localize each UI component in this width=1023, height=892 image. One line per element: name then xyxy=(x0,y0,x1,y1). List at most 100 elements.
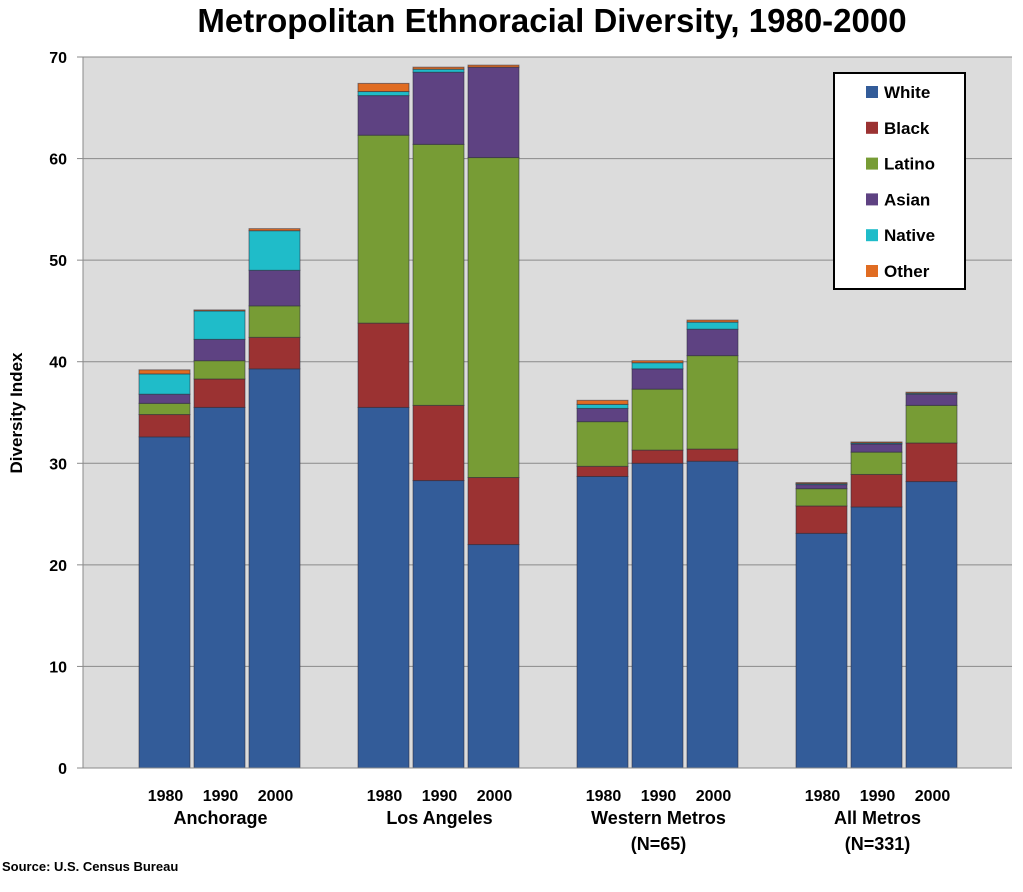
bar-segment-asian xyxy=(576,407,629,423)
bar-segment-other xyxy=(248,228,301,232)
bar-segment-white xyxy=(412,480,465,769)
y-axis-label: Diversity Index xyxy=(7,352,26,473)
bar-segment-other xyxy=(576,399,629,405)
bar-segment-asian xyxy=(467,66,520,159)
bar-segment-black xyxy=(193,378,246,408)
bar-segment-asian xyxy=(412,71,465,145)
bar-segment-white xyxy=(138,436,191,769)
y-tick-label: 10 xyxy=(49,659,67,676)
bar-segment-white xyxy=(795,532,848,769)
bar-segment-asian xyxy=(357,95,410,136)
legend-box xyxy=(833,72,966,290)
bar-segment-black xyxy=(795,505,848,534)
bar-segment-native xyxy=(193,310,246,340)
bar-segment-asian xyxy=(193,338,246,362)
bar-stack xyxy=(686,319,739,769)
legend-swatch-native xyxy=(866,229,878,242)
bar-segment-white xyxy=(357,406,410,769)
legend-label: White xyxy=(884,83,930,102)
x-tick-label: 1980 xyxy=(586,788,622,805)
bar-segment-latino xyxy=(795,488,848,507)
group-label: All Metros xyxy=(834,808,921,828)
x-tick-label: 2000 xyxy=(696,788,732,805)
bar-segment-white xyxy=(193,406,246,769)
bar-segment-other xyxy=(412,66,465,70)
bar-segment-black xyxy=(850,473,903,508)
bar-segment-other xyxy=(467,64,520,68)
y-tick-label: 50 xyxy=(49,253,67,270)
bar-segment-native xyxy=(248,230,301,271)
bar-segment-latino xyxy=(248,305,301,338)
bar-segment-native xyxy=(357,91,410,97)
bar-segment-asian xyxy=(631,368,684,390)
bar-stack xyxy=(905,391,958,769)
bar-segment-other xyxy=(795,482,848,485)
legend-swatch-latino xyxy=(866,157,878,170)
x-tick-label: 1980 xyxy=(148,788,184,805)
bar-segment-native xyxy=(576,403,629,409)
bar-stack xyxy=(467,64,520,769)
bar-stack xyxy=(138,369,191,769)
group-label: Los Angeles xyxy=(386,808,492,828)
bar-stack xyxy=(576,399,629,769)
bar-segment-white xyxy=(467,544,520,769)
bar-stack xyxy=(248,228,301,769)
x-tick-label: 2000 xyxy=(477,788,513,805)
bar-segment-black xyxy=(412,404,465,482)
y-tick-label: 40 xyxy=(49,355,67,372)
bar-segment-other xyxy=(138,369,191,375)
bar-segment-black xyxy=(138,414,191,438)
bar-stack xyxy=(850,441,903,769)
bar-segment-latino xyxy=(138,402,191,416)
bar-segment-other xyxy=(357,82,410,93)
group-sublabel: (N=331) xyxy=(845,834,911,854)
legend-label: Native xyxy=(884,226,935,245)
bar-segment-other xyxy=(193,309,246,312)
legend-swatch-other xyxy=(866,265,878,277)
bar-segment-other xyxy=(850,441,903,444)
chart-title: Metropolitan Ethnoracial Diversity, 1980… xyxy=(197,2,906,39)
bar-segment-black xyxy=(576,465,629,477)
bar-segment-white xyxy=(248,368,301,769)
x-tick-label: 1990 xyxy=(641,788,677,805)
bar-stack xyxy=(795,482,848,769)
bar-segment-black xyxy=(905,442,958,483)
bar-segment-native xyxy=(138,373,191,395)
bar-segment-white xyxy=(631,462,684,769)
legend-swatch-white xyxy=(866,86,878,98)
bar-segment-black xyxy=(467,477,520,546)
x-tick-label: 1990 xyxy=(422,788,458,805)
bar-segment-white xyxy=(576,475,629,769)
legend: White Black Latino Asian Native Other xyxy=(833,72,966,290)
bar-stack xyxy=(357,82,410,769)
bar-segment-latino xyxy=(850,451,903,475)
bar-segment-latino xyxy=(412,143,465,406)
bar-segment-asian xyxy=(850,443,903,453)
legend-label: Asian xyxy=(884,190,930,209)
bar-segment-latino xyxy=(576,421,629,467)
bar-segment-latino xyxy=(905,404,958,444)
bar-segment-native xyxy=(631,362,684,370)
bar-segment-native xyxy=(686,321,739,330)
bar-segment-black xyxy=(248,336,301,370)
bar-segment-other xyxy=(686,319,739,323)
y-tick-label: 0 xyxy=(58,761,67,778)
group-label: Anchorage xyxy=(173,808,267,828)
bar-stack xyxy=(193,309,246,769)
bar-segment-black xyxy=(686,448,739,462)
y-tick-label: 30 xyxy=(49,456,67,473)
bar-segment-asian xyxy=(248,269,301,307)
bar-segment-latino xyxy=(357,134,410,324)
bar-segment-asian xyxy=(138,393,191,404)
legend-swatch-asian xyxy=(866,193,878,206)
bar-segment-latino xyxy=(467,157,520,479)
bar-segment-white xyxy=(686,460,739,769)
group-sublabel: (N=65) xyxy=(631,834,687,854)
x-tick-label: 1980 xyxy=(805,788,841,805)
bar-segment-white xyxy=(905,481,958,769)
bar-segment-latino xyxy=(686,355,739,450)
bar-segment-latino xyxy=(631,388,684,451)
bar-segment-latino xyxy=(193,360,246,380)
y-tick-label: 70 xyxy=(49,50,67,67)
